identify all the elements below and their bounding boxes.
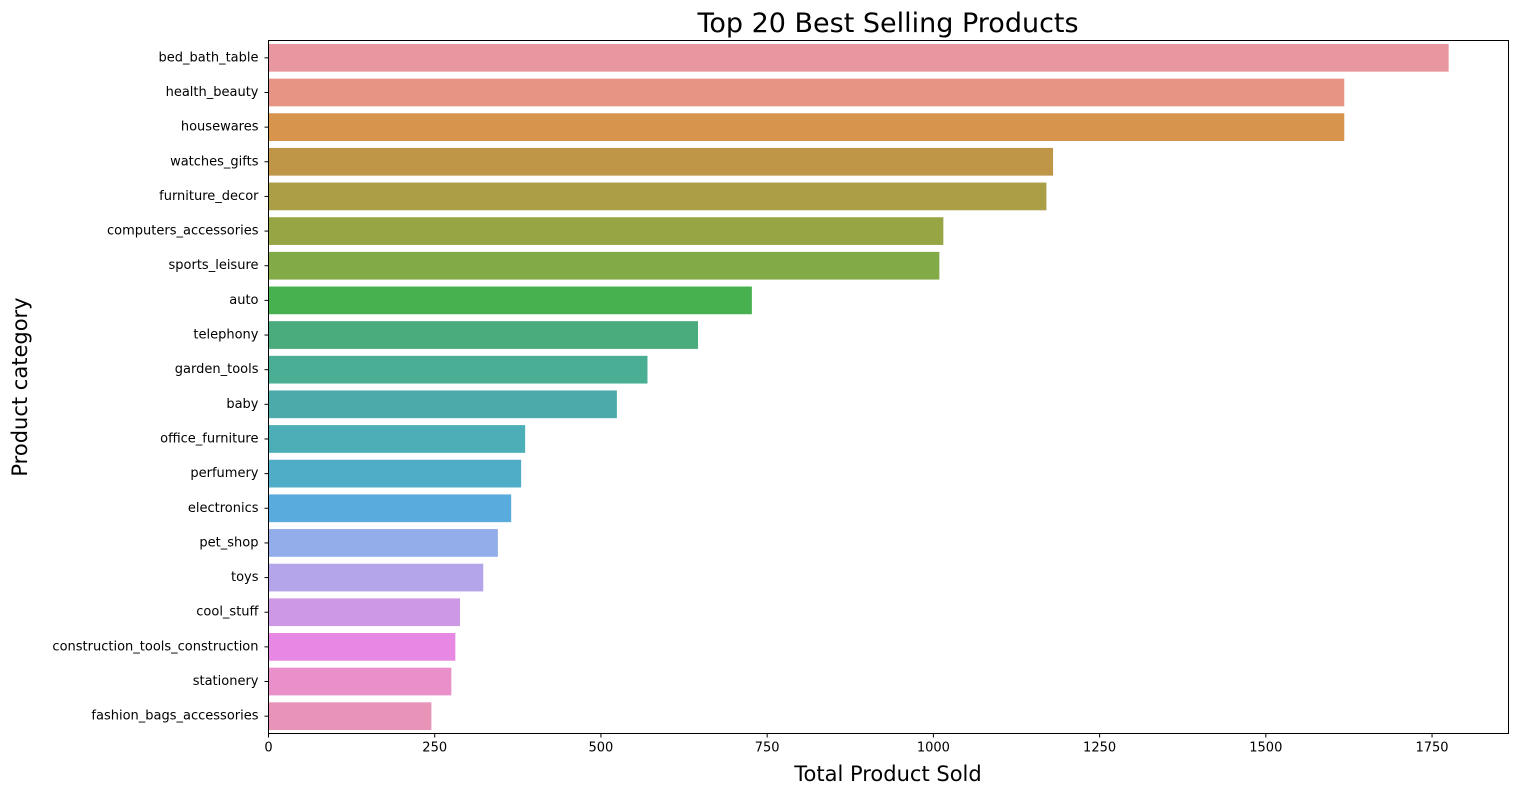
bars-group [268, 43, 1449, 731]
bar-health-beauty [268, 78, 1345, 107]
x-axis-label: Total Product Sold [793, 762, 981, 786]
y-tick-label: sports_leisure [169, 258, 259, 273]
y-tick-label: cool_stuff [196, 605, 259, 620]
bar-toys [268, 563, 484, 592]
bar-telephony [268, 321, 699, 349]
y-tick-label: garden_tools [175, 362, 259, 377]
bar-watches-gifts [268, 147, 1054, 176]
y-tick-label: bed_bath_table [159, 50, 259, 65]
y-tick-label: stationery [193, 674, 259, 689]
x-tick-label: 250 [422, 741, 447, 756]
bar-office-furniture [268, 425, 526, 453]
bar-pet-shop [268, 529, 498, 557]
y-axis-label: Product category [8, 297, 32, 476]
y-tick-label: fashion_bags_accessories [91, 709, 258, 724]
y-tick-label: auto [229, 293, 258, 308]
bar-electronics [268, 494, 512, 523]
x-tick-label: 750 [755, 741, 780, 756]
x-tick-label: 1000 [917, 741, 950, 756]
bar-bed-bath-table [268, 43, 1449, 72]
bar-garden-tools [268, 355, 648, 384]
y-tick-label: telephony [193, 328, 258, 343]
x-tick-label: 1250 [1083, 741, 1116, 756]
bar-sports-leisure [268, 251, 940, 280]
x-axis-ticks: 0 250 500 750 1000 1250 1500 1750 [264, 733, 1449, 756]
bar-auto [268, 286, 752, 315]
y-tick-label: housewares [181, 120, 259, 135]
y-tick-label: perfumery [190, 466, 258, 481]
x-tick-label: 1750 [1415, 741, 1448, 756]
bar-computers-accessories [268, 217, 944, 245]
y-tick-label: watches_gifts [170, 154, 259, 169]
y-tick-label: toys [231, 570, 259, 585]
bar-furniture-decor [268, 182, 1047, 211]
bar-housewares [268, 113, 1345, 141]
y-tick-label: baby [226, 397, 258, 412]
x-tick-label: 1500 [1249, 741, 1282, 756]
bar-stationery [268, 667, 452, 696]
y-tick-label: construction_tools_construction [52, 639, 258, 654]
plot-frame [268, 40, 1509, 734]
bar-construction-tools-construction [268, 633, 456, 661]
x-tick-label: 500 [589, 741, 614, 756]
y-tick-label: furniture_decor [159, 189, 259, 204]
bar-baby [268, 390, 617, 419]
y-tick-label: health_beauty [166, 85, 259, 100]
y-tick-label: pet_shop [199, 535, 258, 550]
bar-fashion-bags-accessories [268, 702, 432, 731]
chart-title: Top 20 Best Selling Products [696, 8, 1078, 39]
x-tick-label: 0 [264, 741, 272, 756]
y-tick-label: office_furniture [160, 431, 258, 446]
y-tick-label: electronics [188, 501, 259, 516]
bar-cool-stuff [268, 598, 460, 627]
y-tick-label: computers_accessories [107, 224, 259, 239]
y-axis-ticks: bed_bath_table health_beauty housewares wat… [52, 50, 269, 724]
bar-perfumery [268, 459, 522, 488]
